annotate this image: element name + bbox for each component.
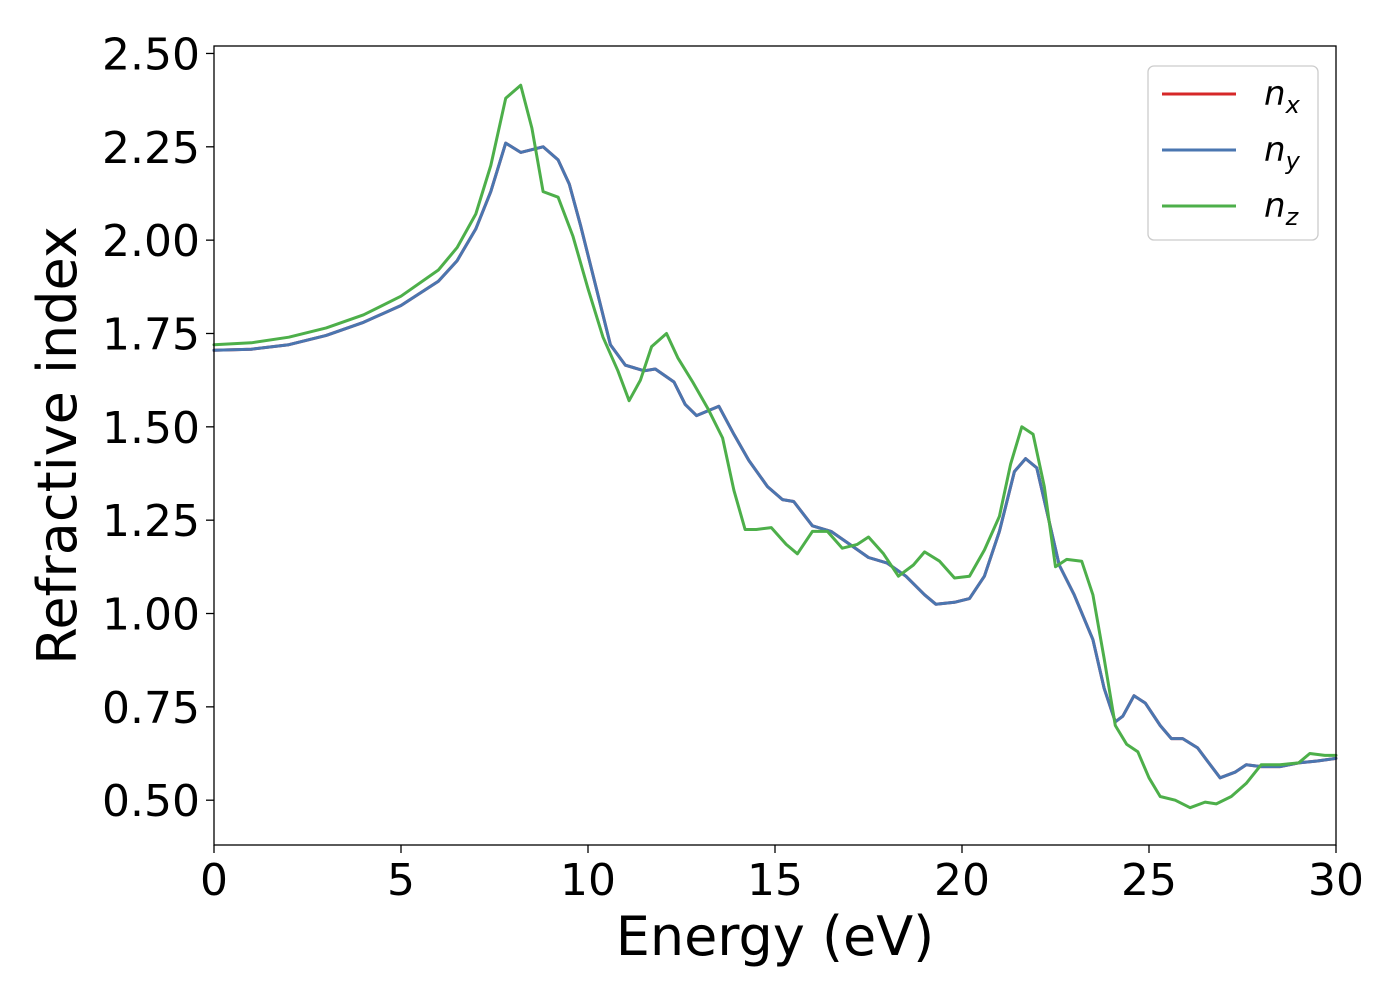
x-tick-label: 5	[387, 855, 415, 906]
legend-box	[1147, 65, 1319, 241]
series-line-ny	[212, 141, 1338, 780]
x-tick-label: 25	[1121, 855, 1177, 906]
y-tick-label: 2.50	[102, 29, 200, 80]
y-tick-label: 2.00	[102, 216, 200, 267]
x-axis-ticks: 0 5 10 15 20 25 30	[200, 845, 1364, 906]
y-tick-label: 1.75	[102, 309, 200, 360]
y-tick-label: 2.25	[102, 123, 200, 174]
y-tick-label: 1.00	[102, 590, 200, 641]
x-axis-title: Energy (eV)	[616, 905, 935, 968]
x-tick-label: 0	[200, 855, 228, 906]
y-tick-label: 1.50	[102, 403, 200, 454]
series-line-nz	[212, 83, 1338, 810]
y-axis-title: Refractive index	[26, 226, 89, 665]
y-tick-label: 1.25	[102, 496, 200, 547]
x-tick-label: 30	[1308, 855, 1364, 906]
y-tick-label: 0.75	[102, 683, 200, 734]
x-tick-label: 20	[934, 855, 990, 906]
y-axis-ticks: 0.50 0.75 1.00 1.25 1.50 1.75 2.00 2.25 2.50	[102, 29, 214, 827]
x-tick-label: 15	[747, 855, 803, 906]
x-tick-label: 10	[560, 855, 616, 906]
y-tick-label: 0.50	[102, 776, 200, 827]
series-lines	[212, 83, 1338, 810]
